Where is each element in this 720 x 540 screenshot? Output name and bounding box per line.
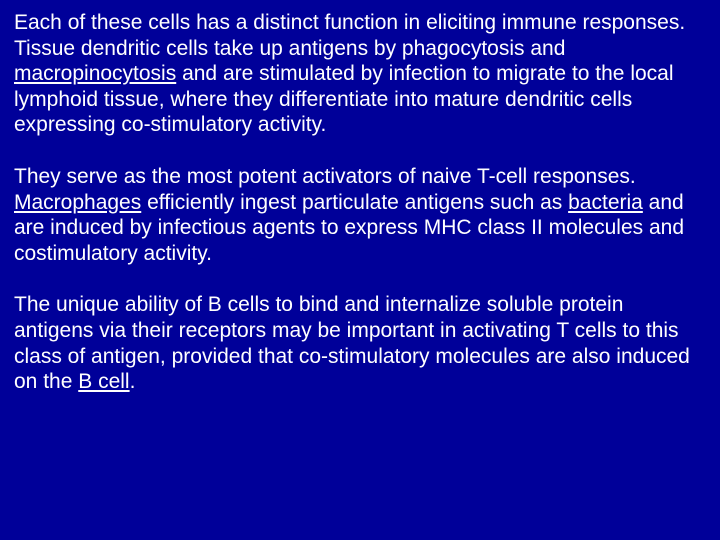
text-segment: . — [130, 370, 136, 393]
text-segment: Each of these cells has a distinct funct… — [14, 11, 685, 60]
link-macropinocytosis[interactable]: macropinocytosis — [14, 62, 176, 85]
paragraph-1: Each of these cells has a distinct funct… — [14, 10, 706, 138]
link-macrophages[interactable]: Macrophages — [14, 191, 141, 214]
text-segment: efficiently ingest particulate antigens … — [141, 191, 568, 214]
paragraph-2: They serve as the most potent activators… — [14, 164, 706, 266]
paragraph-3: The unique ability of B cells to bind an… — [14, 292, 706, 394]
text-segment: They serve as the most potent activators… — [14, 165, 636, 188]
link-bacteria[interactable]: bacteria — [568, 191, 643, 214]
link-b-cell[interactable]: B cell — [78, 370, 129, 393]
